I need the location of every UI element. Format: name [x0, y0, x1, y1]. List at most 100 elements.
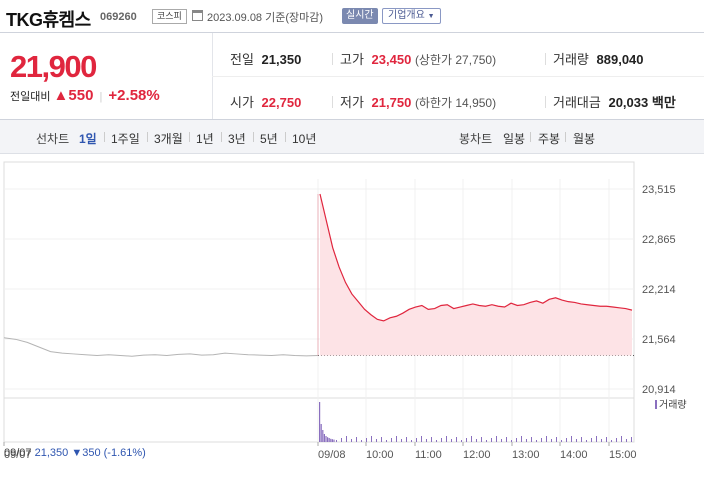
volume-bar: [591, 438, 592, 442]
tab-1-week[interactable]: 1주일: [111, 132, 140, 146]
price-change: 전일대비 ▲550 | +2.58%: [10, 87, 160, 104]
volume-bar: [451, 439, 452, 442]
tab-3-months[interactable]: 3개월: [154, 132, 183, 146]
volume-bar: [376, 439, 377, 442]
tab-5-years[interactable]: 5년: [260, 132, 278, 146]
lower-limit: (하한가 14,950): [414, 96, 497, 110]
volume-bar: [481, 437, 482, 442]
change-percent: +2.58%: [108, 87, 160, 104]
hover-change: 350: [82, 447, 101, 459]
high-stat: 고가 23,450 (상한가 27,750): [340, 49, 496, 68]
down-arrow-icon: ▼: [71, 447, 83, 459]
volume-bar: [416, 438, 417, 442]
volume-bar: [436, 440, 437, 442]
volume-bar: [476, 439, 477, 442]
high-value: 23,450: [371, 52, 412, 67]
divider: |: [99, 91, 103, 103]
open-value: 22,750: [261, 95, 302, 110]
divider: [332, 96, 333, 108]
price-chart[interactable]: 23,515 22,865 22,214 21,564 20,914 09/07 09/08…: [0, 154, 704, 483]
volume-bar: [531, 437, 532, 442]
tab-10-years[interactable]: 10년: [292, 132, 317, 146]
company-overview-dropdown[interactable]: 기업개요 ▼: [382, 8, 441, 24]
prev-close-stat: 전일 21,350: [230, 49, 301, 68]
divider: [221, 132, 222, 142]
calendar-icon: [192, 10, 203, 21]
price-area-fill: [320, 193, 632, 356]
high-label: 고가: [340, 52, 364, 67]
volume-bar: [496, 436, 497, 442]
up-arrow-icon: ▲: [53, 87, 69, 104]
volume-bar: [511, 440, 512, 442]
y-tick-label: 20,914: [642, 384, 676, 396]
divider: [530, 132, 531, 142]
hover-info: 09/07 21,350 ▼350 (-1.61%): [4, 447, 146, 459]
volume-bar: [491, 438, 492, 442]
volume-bar: [581, 437, 582, 442]
volume-bar: [486, 440, 487, 442]
volume-bar: [406, 437, 407, 442]
change-label: 전일대비: [10, 91, 51, 103]
volume-bar: [471, 436, 472, 442]
y-tick-label: 22,865: [642, 234, 676, 246]
volume-bar: [606, 437, 607, 442]
volume-bar: [586, 440, 587, 442]
volume-bar: [446, 436, 447, 442]
tab-1-day[interactable]: 1일: [79, 132, 97, 146]
tab-1-year[interactable]: 1년: [196, 132, 214, 146]
stock-name: TKG휴켐스: [6, 10, 91, 30]
divider: [332, 53, 333, 65]
volume-value: 889,040: [596, 52, 644, 67]
y-tick-label: 23,515: [642, 184, 676, 196]
volume-bar: [551, 439, 552, 442]
amount-unit: 백만: [651, 95, 676, 110]
divider: [104, 132, 105, 142]
realtime-button[interactable]: 실시간: [342, 8, 378, 24]
volume-bar: [541, 438, 542, 442]
tab-daily-candle[interactable]: 일봉: [503, 132, 526, 146]
volume-bar: [601, 439, 602, 442]
price-summary: 21,900 전일대비 ▲550 | +2.58% 전일 21,350 고가 2…: [0, 32, 704, 120]
divider: [253, 132, 254, 142]
volume-stat: 거래량 889,040: [553, 49, 644, 68]
current-price: 21,900: [10, 49, 97, 84]
divider: [212, 76, 704, 77]
x-tick-label: 13:00: [512, 449, 540, 461]
change-value: 550: [68, 87, 94, 104]
line-chart-label: 선차트: [36, 132, 70, 146]
x-tick-label: 15:00: [609, 449, 637, 461]
divider: [565, 132, 566, 142]
volume-bar: [596, 436, 597, 442]
tab-monthly-candle[interactable]: 월봉: [573, 132, 596, 146]
volume-bar: [323, 434, 325, 442]
volume-bar: [386, 440, 387, 442]
volume-label: 거래량: [553, 52, 589, 67]
volume-bar: [341, 438, 342, 442]
open-label: 시가: [230, 95, 254, 110]
volume-bar: [456, 437, 457, 442]
x-tick-label: 14:00: [560, 449, 588, 461]
hover-percent: (-1.61%): [103, 447, 146, 459]
hover-price: 21,350: [34, 447, 69, 459]
x-tick-label: 09/08: [318, 449, 346, 461]
volume-bar: [521, 436, 522, 442]
base-date: 2023.09.08 기준(장마감): [207, 12, 324, 24]
volume-bar: [526, 439, 527, 442]
volume-bar: [411, 440, 412, 442]
volume-bar: [351, 439, 352, 442]
prev-close-value: 21,350: [261, 52, 302, 67]
x-tick-label: 09/07: [4, 449, 32, 461]
prev-day-price-line: [3, 337, 319, 357]
x-tick-label: 10:00: [366, 449, 394, 461]
volume-bar: [611, 440, 612, 442]
tab-weekly-candle[interactable]: 주봉: [538, 132, 561, 146]
market-badge: 코스피: [152, 9, 187, 24]
volume-bar: [556, 437, 557, 442]
tab-3-years[interactable]: 3년: [228, 132, 246, 146]
volume-bar: [361, 440, 362, 442]
volume-bar: [333, 439, 335, 442]
volume-bar: [330, 438, 332, 442]
volume-bar: [431, 437, 432, 442]
divider: [545, 96, 546, 108]
low-label: 저가: [340, 95, 364, 110]
